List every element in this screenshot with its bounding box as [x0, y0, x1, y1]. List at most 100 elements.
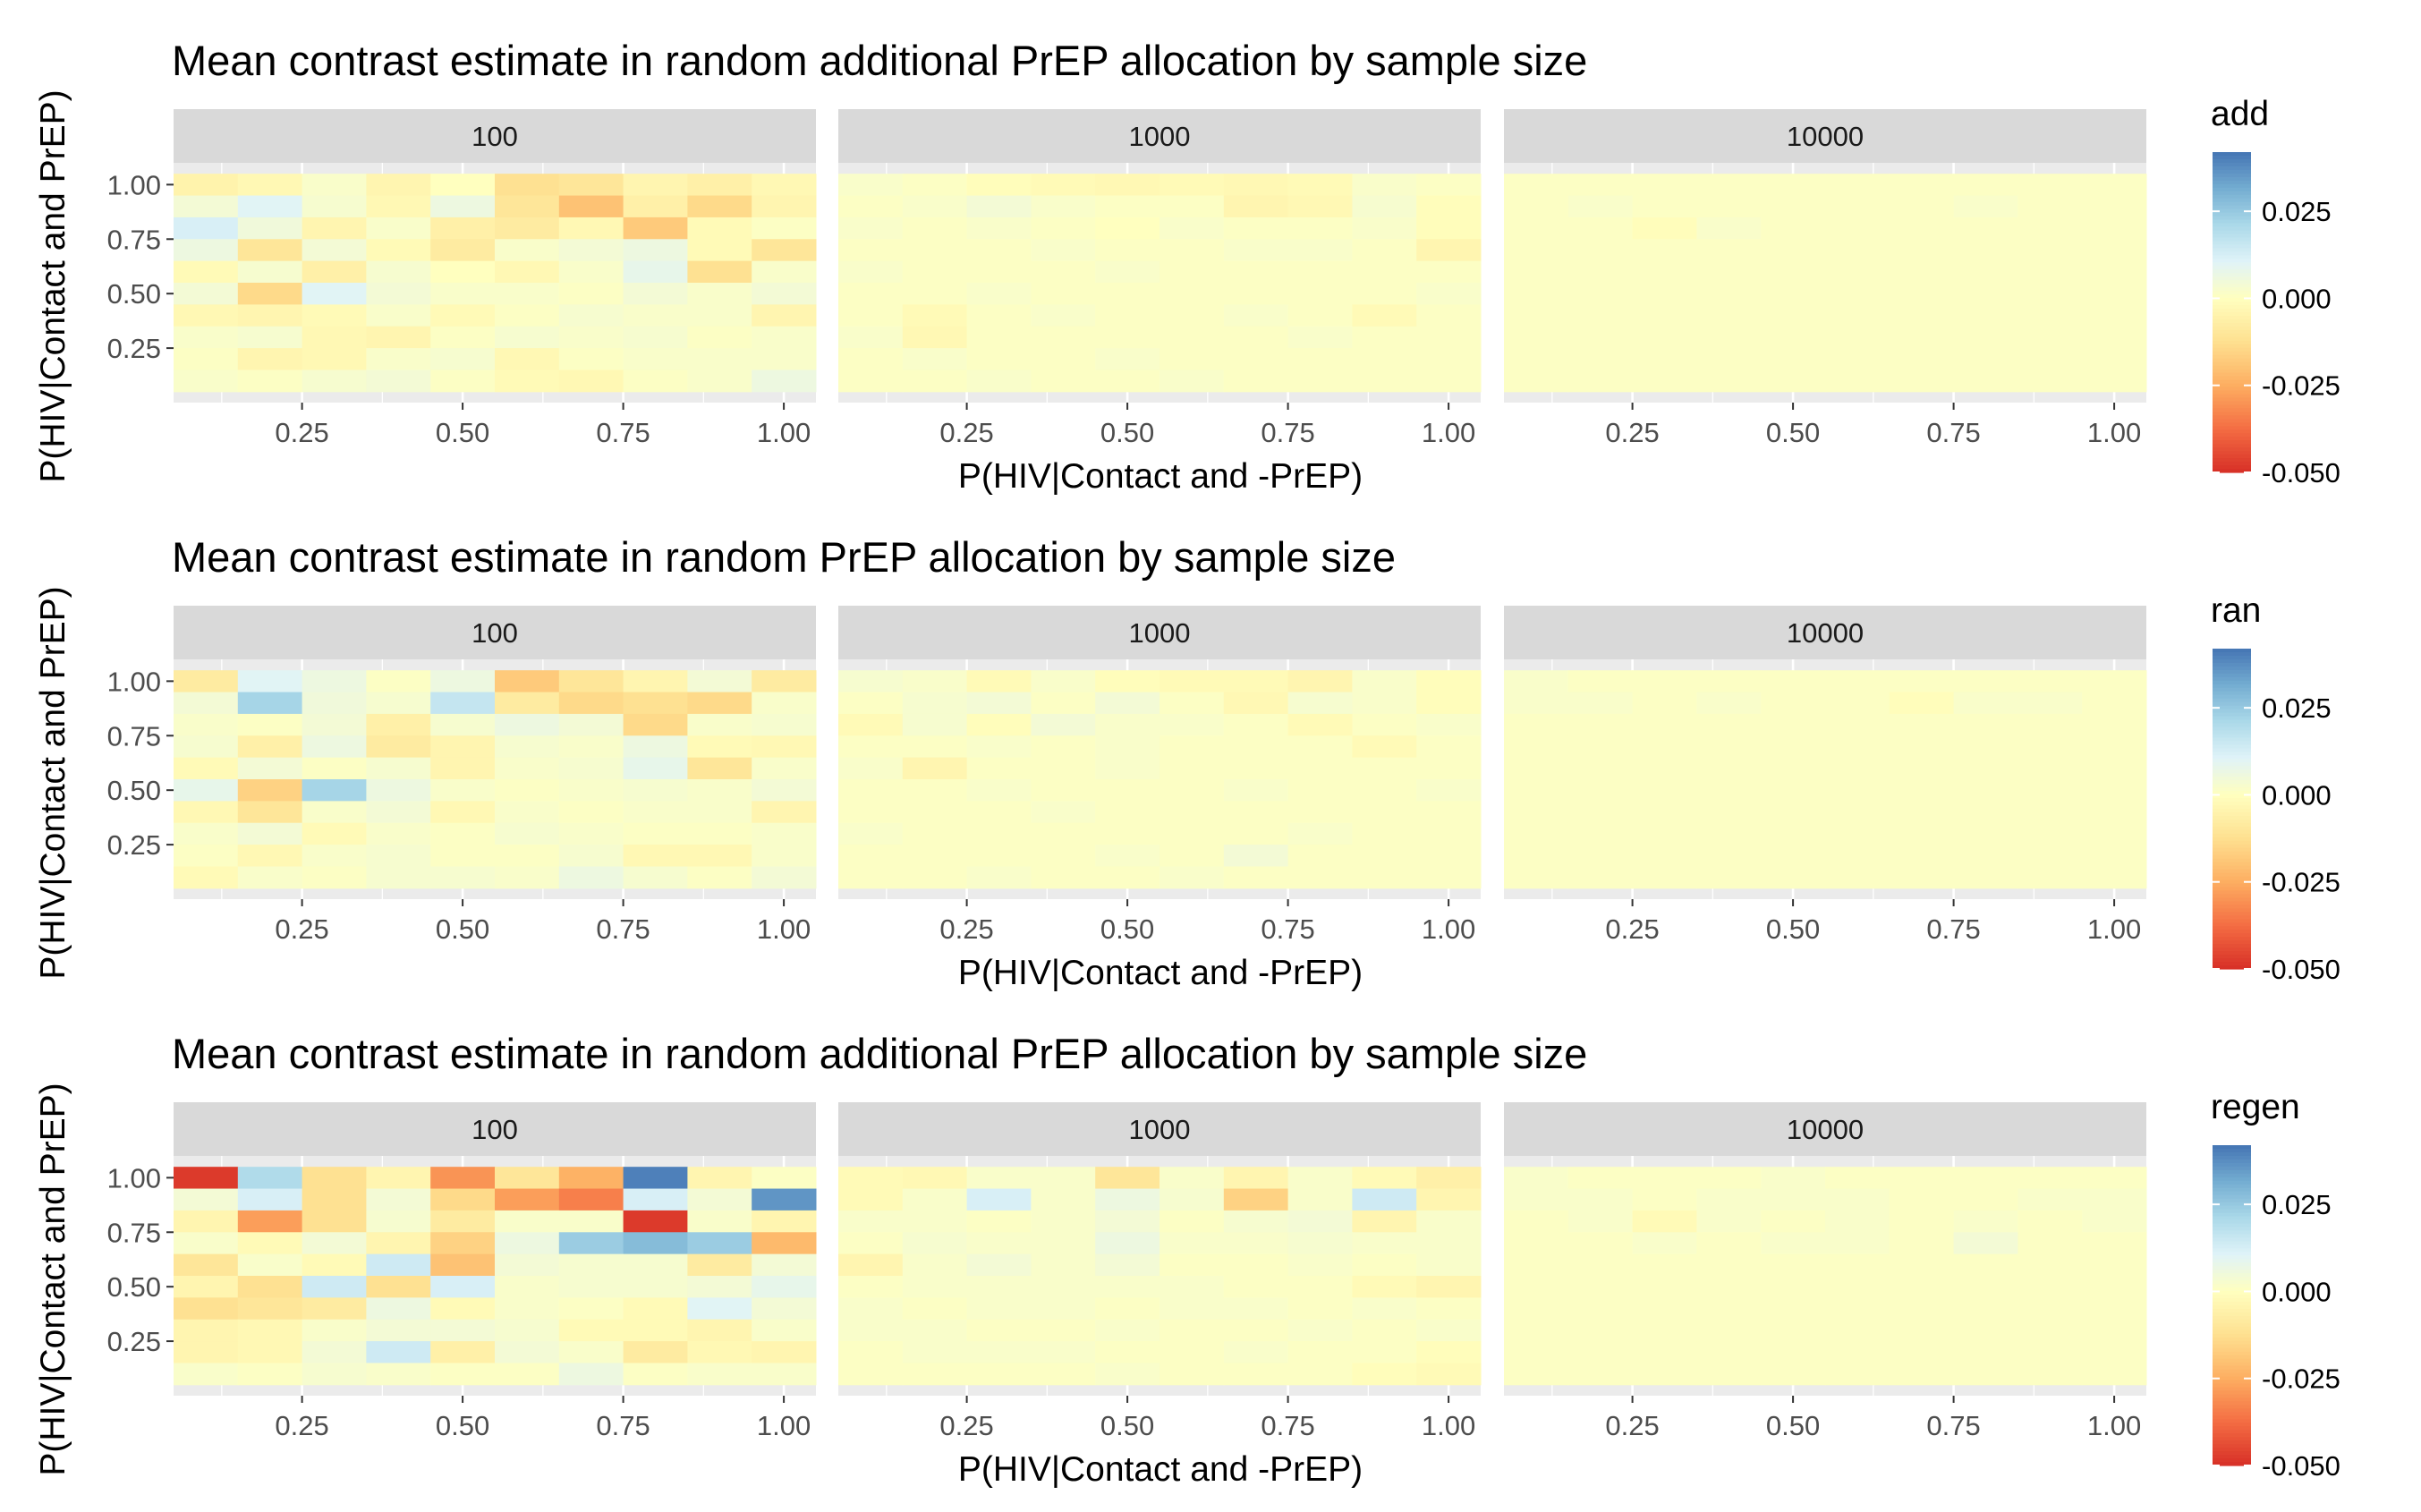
y-tick-label: 0.75: [107, 720, 161, 752]
heatmap-tile: [752, 822, 817, 845]
facet-strip: [174, 606, 816, 659]
heatmap-tile: [1160, 692, 1225, 715]
heatmap-tile: [1953, 757, 2018, 780]
facet-strip: [838, 606, 1481, 659]
legend-gradient: [2213, 1419, 2251, 1423]
heatmap-tile: [2082, 370, 2147, 393]
heatmap-tile: [558, 713, 624, 736]
heatmap-tile: [1567, 801, 1634, 824]
heatmap-tile: [1223, 845, 1289, 867]
heatmap-tile: [752, 779, 817, 802]
heatmap-tile: [623, 1363, 688, 1386]
heatmap-tile: [302, 670, 367, 693]
legend-gradient: [2213, 876, 2251, 881]
heatmap-tile: [430, 1341, 496, 1363]
heatmap-tile: [1095, 735, 1160, 759]
heatmap-tile: [1567, 174, 1634, 197]
legend-gradient: [2213, 854, 2251, 860]
legend-gradient: [2213, 1173, 2251, 1178]
heatmap-tile: [174, 195, 239, 218]
x-tick-label: 0.75: [1926, 1410, 1980, 1441]
heatmap-tile: [1696, 1276, 1762, 1298]
heatmap-tile: [1287, 1319, 1353, 1342]
heatmap-tile: [687, 195, 752, 218]
heatmap-tile: [558, 866, 624, 889]
heatmap-tile: [902, 174, 968, 197]
heatmap-tile: [838, 304, 904, 327]
heatmap-tile: [1223, 692, 1289, 715]
heatmap-tile: [2018, 692, 2083, 715]
heatmap-tile: [430, 779, 496, 802]
heatmap-tile: [237, 304, 303, 327]
legend-gradient: [2213, 1412, 2251, 1416]
heatmap-tile: [902, 348, 968, 370]
legend-gradient: [2213, 1266, 2251, 1270]
heatmap-tile: [1504, 845, 1569, 867]
heatmap-tile: [2082, 260, 2147, 284]
heatmap-tile: [1095, 239, 1160, 262]
x-tick-label: 1.00: [2087, 1410, 2141, 1441]
heatmap-tile: [902, 735, 968, 759]
legend-gradient: [2213, 276, 2251, 281]
y-tick-label: 1.00: [107, 1162, 161, 1193]
legend-gradient: [2213, 1287, 2251, 1292]
heatmap-tile: [1287, 174, 1353, 197]
heatmap-tile: [752, 757, 817, 780]
heatmap-tile: [1567, 1297, 1634, 1321]
legend-gradient: [2213, 194, 2251, 200]
heatmap-tile: [1160, 1188, 1225, 1211]
heatmap-tile: [687, 1297, 752, 1321]
heatmap-tile: [302, 1232, 367, 1255]
heatmap-tile: [430, 1232, 496, 1255]
legend-gradient: [2213, 180, 2251, 185]
heatmap-tile: [1761, 1232, 1826, 1255]
heatmap-tile: [687, 1253, 752, 1277]
heatmap-tile: [2018, 779, 2083, 802]
heatmap-tile: [2082, 195, 2147, 218]
legend-gradient: [2213, 369, 2251, 374]
legend-gradient: [2213, 397, 2251, 403]
heatmap-tile: [1352, 1232, 1417, 1255]
legend-gradient: [2213, 762, 2251, 767]
heatmap-tile: [1416, 1210, 1482, 1233]
heatmap-tile: [1095, 1210, 1160, 1233]
heatmap-tile: [1095, 1341, 1160, 1363]
heatmap-tile: [237, 1253, 303, 1277]
heatmap-tile: [1889, 1232, 1955, 1255]
legend-gradient: [2213, 1423, 2251, 1427]
heatmap-tile: [623, 174, 688, 197]
legend-gradient: [2213, 769, 2251, 774]
legend-gradient: [2213, 944, 2251, 948]
x-axis-label: P(HIV|Contact and -PrEP): [958, 457, 1363, 496]
heatmap-tile: [2082, 239, 2147, 262]
heatmap-tile: [1160, 670, 1225, 693]
heatmap-tile: [1825, 1341, 1890, 1363]
legend-gradient: [2213, 730, 2251, 735]
heatmap-tile: [302, 866, 367, 889]
legend-gradient: [2213, 354, 2251, 360]
heatmap-tile: [752, 735, 817, 759]
legend-gradient: [2213, 958, 2251, 963]
heatmap-tile: [752, 370, 817, 393]
legend-title: regen: [2211, 1088, 2300, 1126]
heatmap-tile: [1825, 692, 1890, 715]
heatmap-tile: [1504, 801, 1569, 824]
legend-gradient: [2213, 862, 2251, 867]
heatmap-tile: [1352, 370, 1417, 393]
legend-gradient: [2213, 1305, 2251, 1310]
heatmap-tile: [495, 195, 560, 218]
heatmap-tile: [1953, 304, 2018, 327]
heatmap-tile: [1504, 348, 1569, 370]
heatmap-tile: [1095, 195, 1160, 218]
heatmap-tile: [1632, 845, 1697, 867]
heatmap-tile: [1953, 239, 2018, 262]
legend-gradient: [2213, 1383, 2251, 1389]
heatmap-tile: [752, 260, 817, 284]
heatmap-tile: [430, 692, 496, 715]
heatmap-tile: [1416, 757, 1482, 780]
legend-gradient: [2213, 255, 2251, 259]
heatmap-tile: [902, 757, 968, 780]
heatmap-tile: [2018, 757, 2083, 780]
legend-gradient: [2213, 662, 2251, 667]
heatmap-tile: [1889, 845, 1955, 867]
